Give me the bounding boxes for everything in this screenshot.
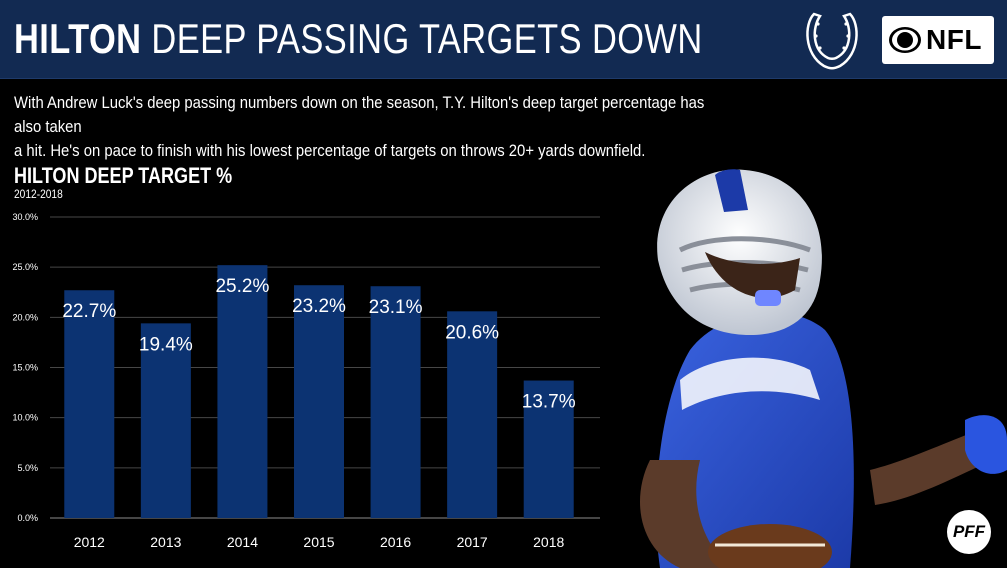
pff-badge-icon [947, 510, 991, 554]
bar [140, 323, 191, 518]
page-title: HILTON DEEP PASSING TARGETS DOWN [14, 14, 703, 64]
cbs-eye-icon [889, 27, 921, 53]
data-label: 19.4% [139, 334, 193, 355]
data-label: 13.7% [522, 392, 576, 413]
pff-logo: PFF [945, 508, 993, 556]
cbs-nfl-logo: NFL [882, 16, 994, 64]
x-tick-label: 2013 [150, 534, 181, 550]
y-tick-label: 20.0% [12, 312, 38, 322]
y-tick-label: 5.0% [17, 463, 38, 473]
chart-subtitle: 2012-2018 [14, 187, 63, 201]
bar [447, 311, 498, 518]
y-tick-label: 30.0% [12, 212, 38, 222]
pff-logo-text: PFF [952, 522, 986, 541]
data-label: 23.1% [369, 297, 423, 318]
data-label: 25.2% [215, 276, 269, 297]
bar [370, 286, 421, 518]
intro-line-2: a hit. He's on pace to finish with his l… [14, 142, 646, 160]
x-tick-label: 2017 [457, 534, 488, 550]
intro-text: With Andrew Luck's deep passing numbers … [14, 91, 716, 163]
chart-title: HILTON DEEP TARGET % [14, 163, 233, 188]
x-tick-label: 2016 [380, 534, 411, 550]
x-tick-label: 2012 [74, 534, 105, 550]
title-rest: DEEP PASSING TARGETS DOWN [141, 15, 703, 62]
bar [64, 290, 115, 518]
data-label: 22.7% [62, 301, 116, 322]
y-tick-label: 0.0% [17, 513, 38, 523]
nfl-logo-text: NFL [926, 24, 982, 55]
header-banner: HILTON DEEP PASSING TARGETS DOWN NFL [0, 0, 1007, 79]
bar [523, 380, 574, 518]
bar-chart: 0.0% 5.0% 10.0% 15.0% 20.0% 25.0% 30.0% 22.7% 20… [12, 212, 600, 550]
y-tick-label: 25.0% [12, 262, 38, 272]
data-label: 23.2% [292, 296, 346, 317]
x-tick-label: 2015 [303, 534, 334, 550]
player-photo-illustration [640, 169, 1007, 568]
y-tick-label: 15.0% [12, 363, 38, 373]
colts-horseshoe-icon [806, 12, 858, 70]
x-tick-label: 2018 [533, 534, 564, 550]
x-tick-label: 2014 [227, 534, 258, 550]
data-label: 20.6% [445, 322, 499, 343]
y-tick-label: 10.0% [12, 413, 38, 423]
title-strong: HILTON [14, 15, 142, 62]
bar [294, 285, 344, 518]
intro-line-1: With Andrew Luck's deep passing numbers … [14, 94, 705, 136]
bar [217, 265, 268, 518]
